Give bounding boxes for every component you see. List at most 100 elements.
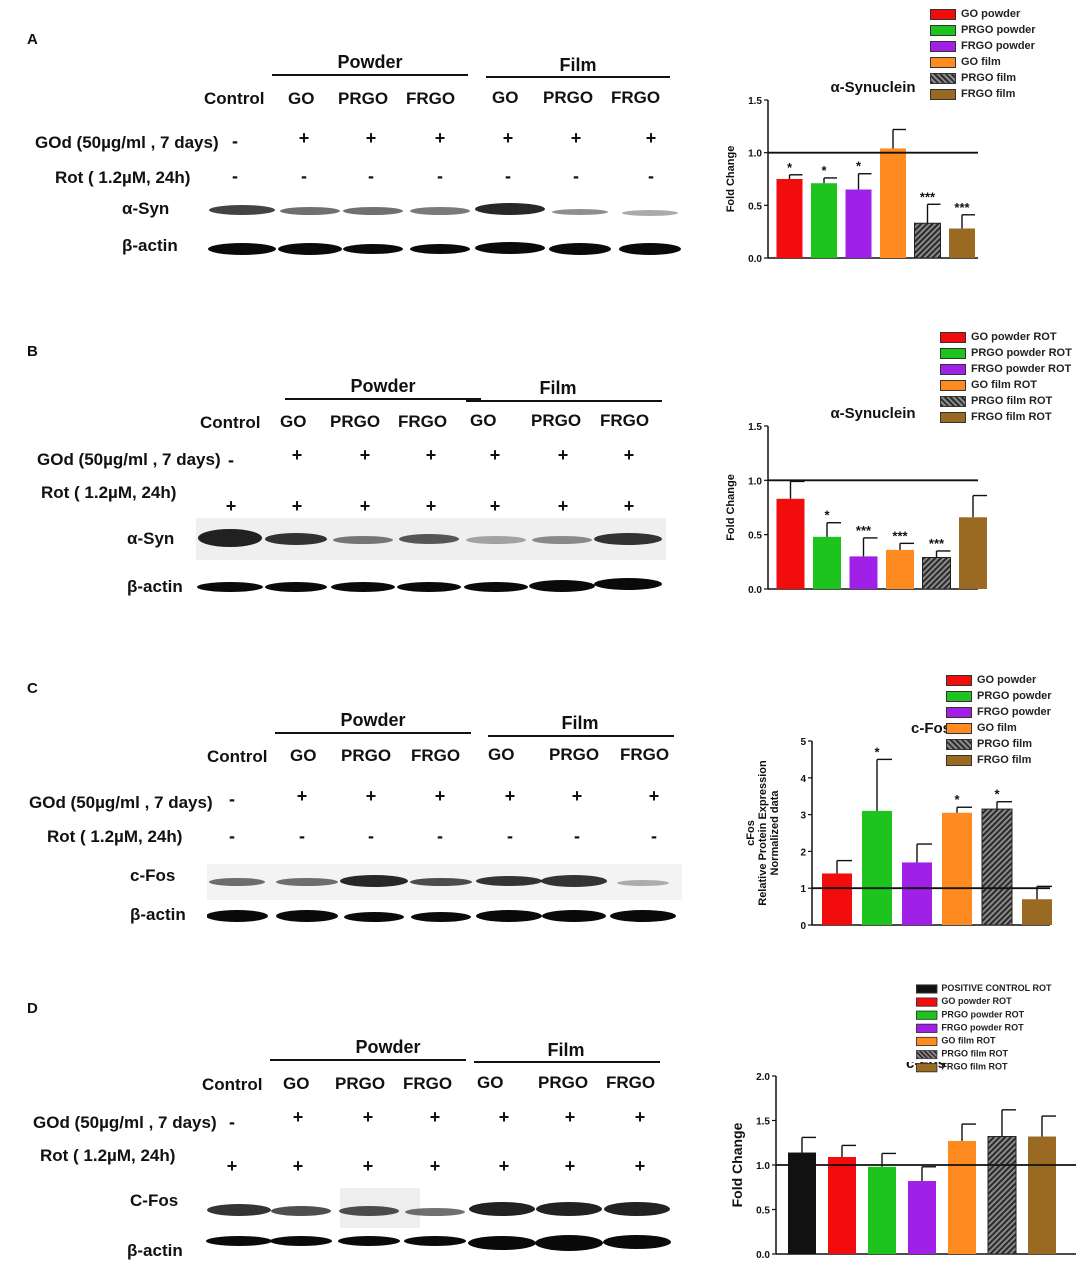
western-blot-alpha-syn xyxy=(196,518,666,560)
legend-item: PRGO powder ROT xyxy=(940,345,1072,361)
legend-item: PRGO powder ROT xyxy=(916,1008,1052,1021)
bar xyxy=(788,1152,816,1254)
legend-swatch xyxy=(930,8,956,20)
legend-item: GO powder ROT xyxy=(916,995,1052,1008)
bar xyxy=(862,810,892,925)
sign: + xyxy=(434,128,446,148)
condition-label: GOd (50µg/ml , 7 days) xyxy=(33,1113,217,1132)
y-tick-label: 1.5 xyxy=(748,96,762,107)
legend-label: PRGO powder xyxy=(977,690,1052,702)
legend-label: GO film ROT xyxy=(941,1036,996,1046)
group-line-film xyxy=(474,1061,660,1063)
blot-band xyxy=(552,209,608,215)
legend-swatch xyxy=(940,411,966,423)
column-label: FRGO xyxy=(398,412,448,431)
sign: + xyxy=(292,1156,304,1176)
y-tick-label: 1.5 xyxy=(748,422,762,433)
column-label: PRGO xyxy=(338,89,389,108)
bar xyxy=(1022,899,1052,925)
legend: GO powder PRGO powder FRGO powder GO film PR… xyxy=(930,6,1036,102)
blot-band xyxy=(340,875,408,887)
sign: - xyxy=(229,789,235,809)
column-label: PRGO xyxy=(543,88,594,107)
western-blot-c-fos xyxy=(207,1188,670,1228)
sign: + xyxy=(498,1107,510,1127)
y-tick-label: 5 xyxy=(800,737,806,748)
legend-item: GO powder ROT xyxy=(940,329,1072,345)
blot-band xyxy=(476,876,542,886)
chart-title: c-Fos xyxy=(911,720,951,737)
y-tick-label: 0.0 xyxy=(748,254,762,265)
bar xyxy=(776,498,805,589)
legend-label: FRGO powder xyxy=(961,40,1035,52)
blot-band xyxy=(619,243,681,255)
blot-band xyxy=(333,536,393,544)
western-blot-c-fos xyxy=(207,864,682,900)
blot-label: α-Syn xyxy=(122,199,170,218)
blot-band xyxy=(622,210,678,216)
blot-band xyxy=(604,1202,670,1216)
blot-band xyxy=(469,1202,535,1216)
column-label: PRGO xyxy=(549,745,600,764)
blot-band xyxy=(265,582,327,592)
sign: + xyxy=(365,128,377,148)
legend-label: PRGO powder xyxy=(961,24,1036,36)
blot-band xyxy=(399,534,459,544)
legend-item: PRGO film ROT xyxy=(916,1048,1052,1061)
legend-swatch xyxy=(940,363,966,375)
sign: + xyxy=(425,445,437,465)
column-label: FRGO xyxy=(620,745,670,764)
y-tick-label: 0 xyxy=(800,921,806,932)
group-line-powder xyxy=(272,74,468,76)
column-label: GO xyxy=(488,745,515,764)
y-tick-label: 1.0 xyxy=(756,1161,770,1172)
bar xyxy=(981,808,1013,926)
significance-label: * xyxy=(787,160,793,175)
bar xyxy=(902,862,932,925)
blot-label: c-Fos xyxy=(130,866,176,885)
sign: - xyxy=(368,826,374,846)
blot-label: β-actin xyxy=(127,1241,183,1260)
column-label: GO xyxy=(280,412,307,431)
group-line-film xyxy=(488,735,674,737)
blot-band xyxy=(209,205,275,215)
legend-swatch xyxy=(940,347,966,359)
legend-swatch xyxy=(930,56,956,68)
sign: - xyxy=(437,166,443,186)
group-label-film: Film xyxy=(561,713,599,733)
legend-swatch xyxy=(946,706,972,718)
sign: + xyxy=(571,786,583,806)
blot-band xyxy=(468,1236,536,1250)
legend-swatch xyxy=(946,690,972,702)
legend-swatch xyxy=(940,395,966,407)
significance-label: *** xyxy=(929,536,945,551)
sign: - xyxy=(507,826,513,846)
legend-label: FRGO film xyxy=(961,88,1016,100)
column-label: PRGO xyxy=(531,411,582,430)
sign: + xyxy=(291,445,303,465)
western-blot-beta-actin xyxy=(197,578,662,592)
legend: GO powder ROT PRGO powder ROT FRGO powder … xyxy=(940,329,1072,425)
blot-band xyxy=(265,533,327,545)
sign: + xyxy=(365,786,377,806)
column-label: PRGO xyxy=(335,1074,386,1093)
legend-label: FRGO film xyxy=(977,754,1032,766)
panel-b: B Powder Film Control GO PRGO FRGO GO PR… xyxy=(0,320,1084,660)
column-label: PRGO xyxy=(538,1073,589,1092)
blot-band xyxy=(198,529,262,547)
condition-label: GOd (50µg/ml , 7 days) xyxy=(35,133,219,152)
legend-item: GO film ROT xyxy=(916,1034,1052,1047)
western-blot-alpha-syn xyxy=(209,203,678,216)
legend-item: PRGO film xyxy=(930,70,1036,86)
y-tick-label: 0.5 xyxy=(748,201,762,212)
legend-swatch xyxy=(940,379,966,391)
bar xyxy=(868,1166,896,1254)
legend-label: FRGO powder ROT xyxy=(941,1023,1024,1033)
sign: + xyxy=(634,1107,646,1127)
blot-band xyxy=(209,878,265,886)
blot-band xyxy=(343,244,403,254)
legend-label: PRGO powder ROT xyxy=(941,1009,1025,1020)
bar xyxy=(949,228,975,258)
legend-swatch xyxy=(946,674,972,686)
